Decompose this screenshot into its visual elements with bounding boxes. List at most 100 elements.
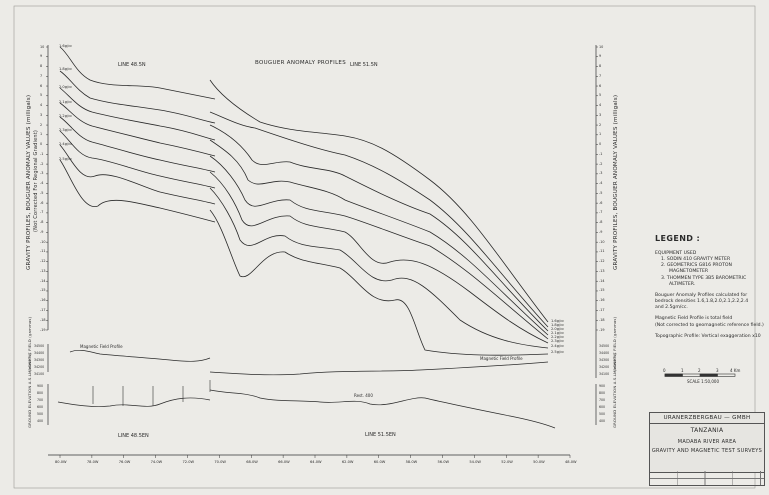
profile-label-right: 2.3g/cc (551, 339, 565, 343)
magnetic-profiles (69, 349, 549, 376)
topo-tick-label-right: 500 (599, 412, 606, 416)
legend-note: (Not corrected to geomagnetic reference … (655, 322, 764, 328)
magnetic-profile-left (69, 349, 211, 362)
profile-label-left: 2.0g/cc (59, 85, 73, 89)
gravity-tick-label-right: -17 (599, 307, 605, 312)
gravity-tick-label-right: -8 (599, 220, 603, 225)
title-block-firm: URANERZBERGBAU — GMBH (650, 413, 764, 424)
magnetic-profile-right (209, 361, 549, 376)
bottom-axis-tick-label: 80.0W (55, 460, 67, 464)
profile-label-right: 1.8g/cc (551, 323, 565, 327)
magnetic-tick-label-left: 34400 (34, 351, 45, 355)
gravity-tick-label-left: 3 (40, 112, 43, 117)
bottom-axis-tick-label: 62.0W (341, 460, 354, 464)
gravity-tick-label-right: -11 (599, 249, 605, 254)
topo-tick-label-left: 600 (37, 405, 44, 409)
bottom-axis-tick-label: 48.0W (565, 460, 577, 464)
profile-label-right: 2.2g/cc (551, 335, 565, 339)
title-block-area: MADABA RIVER AREA (677, 439, 737, 445)
gravity-tick-label-right: -16 (599, 298, 605, 303)
bottom-axis-tick-label: 72.0W (182, 460, 195, 464)
gravity-tick-label-right: -14 (599, 278, 605, 283)
gravity-tick-label-left: 2 (40, 122, 43, 127)
gravity-tick-label-left: -3 (40, 171, 44, 176)
bottom-axis-tick-label: 70.0W (214, 460, 226, 464)
gravity-tick-label-right: 8 (599, 64, 602, 69)
bottom-axis-tick-label: 50.0W (533, 460, 545, 464)
gravity-tick-label-right: -19 (599, 327, 605, 332)
drawing-title: BOUGUER ANOMALY PROFILES (255, 60, 347, 66)
legend-item: 2. GEOMETRICS G816 PROTON (661, 263, 732, 269)
gravity-tick-label-left: -19 (40, 327, 46, 332)
gravity-tick-label-left: -15 (40, 288, 46, 293)
right-gravity-axis-label: GRAVITY PROFILES, BOUGUER ANOMALY VALUES… (613, 94, 619, 270)
bottom-axis-tick-marks (59, 455, 571, 458)
gravity-tick-label-right: 0 (599, 142, 602, 147)
gravity-tick-label-left: -2 (40, 161, 44, 166)
scale-label: 1 (681, 368, 684, 373)
gravity-tick-label-right: -7 (599, 210, 603, 215)
topo-tick-label-left: 500 (37, 412, 44, 416)
gravity-tick-label-left: -17 (40, 307, 46, 312)
sheet-border (13, 5, 756, 489)
gravity-tick-label-left: -14 (40, 278, 46, 283)
magnetic-tick-label-right: 34300 (599, 358, 610, 362)
gravity-tick-label-left: 6 (40, 83, 43, 88)
scale-bar (664, 373, 736, 377)
magnetic-profile-label-left: Magnetic Field Profile (80, 344, 123, 349)
bottom-axis-tick-label: 52.0W (501, 460, 513, 464)
scale-label: 3 (716, 368, 719, 373)
gravity-tick-label-right: -9 (599, 229, 603, 234)
topo-tick-label-right: 800 (599, 391, 606, 395)
profile-right-5 (209, 155, 549, 340)
legend-item: MAGNETOMETER (669, 269, 709, 275)
bottom-axis-tick-label: 64.0W (310, 460, 322, 464)
gravity-profiles-left (59, 46, 216, 223)
gravity-tick-label-right: 1 (599, 132, 602, 137)
title-block-country: TANZANIA (690, 427, 724, 434)
profile-label-left: 2.2g/cc (59, 114, 73, 118)
profile-left-8 (59, 159, 216, 223)
scale-caption: SCALE 1:50,000 (687, 379, 719, 384)
line-label-bottom-right: LINE 51.5EN (365, 432, 396, 438)
profile-right-6 (209, 171, 549, 344)
magnetic-tick-label-right: 34500 (599, 344, 610, 348)
right-gravity-tick-marks (596, 46, 598, 331)
magnetic-tick-label-left: 34100 (34, 372, 45, 376)
gravity-tick-label-right: -4 (599, 181, 603, 186)
gravity-tick-label-right: -15 (599, 288, 605, 293)
scale-label: 0 (663, 368, 666, 373)
left-gravity-tick-marks (46, 46, 48, 331)
legend-note: bedrock densities 1.6,1.8,2.0,2.1,2.2,2.… (655, 299, 749, 305)
profile-left-3 (59, 87, 216, 141)
gravity-tick-label-right: -18 (599, 317, 605, 322)
gravity-profiles-right (209, 79, 549, 356)
gravity-tick-label-left: 4 (40, 103, 43, 108)
profile-right-8 (209, 209, 549, 356)
legend-note: Magnetic Field Profile is total field (655, 316, 733, 322)
gravity-tick-label-left: -16 (40, 298, 46, 303)
topo-tick-label-left: 700 (37, 398, 44, 402)
gravity-tick-label-left: 7 (40, 73, 43, 78)
title-block: URANERZBERGBAU — GMBH TANZANIA MADABA RI… (649, 412, 765, 473)
bottom-axis-tick-label: 66.0W (278, 460, 290, 464)
gravity-tick-label-right: -1 (599, 151, 603, 156)
gravity-tick-label-left: -12 (40, 259, 46, 264)
profile-left-2 (59, 70, 216, 124)
line-label-top-right: LINE 51.5N (350, 62, 378, 68)
magnetic-profile-label-right: Magnetic Field Profile (480, 356, 523, 361)
station-markers (92, 380, 211, 406)
topo-tick-label-right: 600 (599, 405, 606, 409)
gravity-tick-label-left: 1 (40, 132, 43, 137)
gravity-tick-label-right: -12 (599, 259, 605, 264)
gravity-tick-label-left: 0 (40, 142, 43, 147)
gravity-tick-label-right: 5 (599, 93, 602, 98)
gravity-tick-label-right: -5 (599, 190, 603, 195)
title-block-survey: GRAVITY AND MAGNETIC TEST SURVEYS (651, 448, 763, 454)
left-gravity-axis-sublabel: (Not Corrected For Regional Gradient) (33, 129, 39, 232)
legend-item: 3. THOMMEN TYPE 3B5 BAROMETRIC (661, 275, 747, 281)
bottom-axis-tick-label: 76.0W (118, 460, 131, 464)
bottom-axis-tick-label: 74.0W (150, 460, 163, 464)
gravity-tick-label-right: 4 (599, 103, 602, 108)
